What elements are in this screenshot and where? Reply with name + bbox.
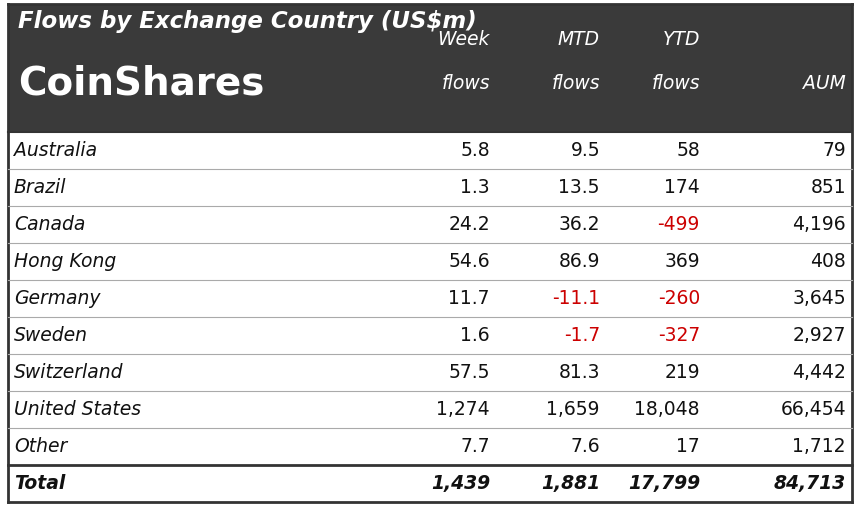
Text: 17,799: 17,799: [628, 474, 700, 493]
Text: 1,439: 1,439: [431, 474, 490, 493]
Text: AUM: AUM: [803, 74, 846, 93]
Text: 2,927: 2,927: [793, 326, 846, 345]
Text: 408: 408: [810, 252, 846, 271]
Text: -11.1: -11.1: [552, 289, 600, 308]
Text: United States: United States: [14, 400, 141, 419]
Text: flows: flows: [551, 74, 600, 93]
Text: 1,659: 1,659: [546, 400, 600, 419]
Text: Sweden: Sweden: [14, 326, 88, 345]
Text: Flows by Exchange Country (US$m): Flows by Exchange Country (US$m): [18, 10, 476, 33]
Text: 4,442: 4,442: [792, 363, 846, 382]
Text: flows: flows: [441, 74, 490, 93]
Text: 1,712: 1,712: [793, 437, 846, 456]
Text: flows: flows: [652, 74, 700, 93]
Text: 4,196: 4,196: [792, 215, 846, 234]
Text: Hong Kong: Hong Kong: [14, 252, 116, 271]
Text: 81.3: 81.3: [558, 363, 600, 382]
Text: 84,713: 84,713: [774, 474, 846, 493]
Text: Canada: Canada: [14, 215, 85, 234]
Text: 17: 17: [676, 437, 700, 456]
Text: 1,881: 1,881: [541, 474, 600, 493]
Text: 851: 851: [810, 178, 846, 197]
Text: Australia: Australia: [14, 141, 97, 160]
Text: Other: Other: [14, 437, 67, 456]
Text: 86.9: 86.9: [558, 252, 600, 271]
Text: Germany: Germany: [14, 289, 101, 308]
Text: -260: -260: [658, 289, 700, 308]
Text: 58: 58: [676, 141, 700, 160]
Text: Total: Total: [14, 474, 65, 493]
Text: 57.5: 57.5: [449, 363, 490, 382]
Text: 7.7: 7.7: [460, 437, 490, 456]
Text: Week: Week: [438, 30, 490, 50]
Text: 11.7: 11.7: [449, 289, 490, 308]
Text: Brazil: Brazil: [14, 178, 66, 197]
Text: 369: 369: [665, 252, 700, 271]
Text: 36.2: 36.2: [558, 215, 600, 234]
Text: 1.6: 1.6: [460, 326, 490, 345]
Text: 18,048: 18,048: [635, 400, 700, 419]
Text: -1.7: -1.7: [564, 326, 600, 345]
Text: 1,274: 1,274: [436, 400, 490, 419]
Text: CoinShares: CoinShares: [18, 64, 264, 102]
Text: 13.5: 13.5: [558, 178, 600, 197]
Text: YTD: YTD: [662, 30, 700, 50]
Text: -499: -499: [658, 215, 700, 234]
Text: 79: 79: [822, 141, 846, 160]
Text: 3,645: 3,645: [792, 289, 846, 308]
Text: 9.5: 9.5: [570, 141, 600, 160]
Text: 7.6: 7.6: [570, 437, 600, 456]
Text: 1.3: 1.3: [460, 178, 490, 197]
Text: 5.8: 5.8: [460, 141, 490, 160]
Text: 66,454: 66,454: [780, 400, 846, 419]
Text: -327: -327: [658, 326, 700, 345]
Text: 219: 219: [665, 363, 700, 382]
Text: 54.6: 54.6: [448, 252, 490, 271]
Text: 174: 174: [664, 178, 700, 197]
Text: 24.2: 24.2: [448, 215, 490, 234]
Text: MTD: MTD: [558, 30, 600, 50]
Text: Switzerland: Switzerland: [14, 363, 124, 382]
Bar: [8, 4, 852, 132]
